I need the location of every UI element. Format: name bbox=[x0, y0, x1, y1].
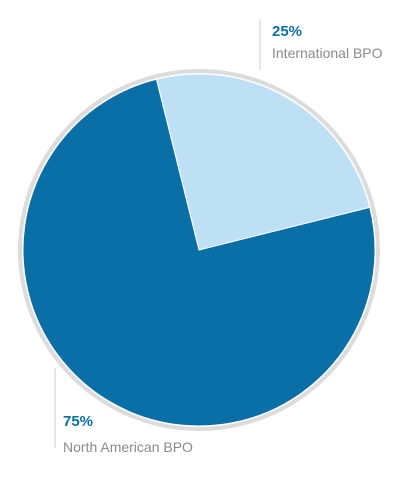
category-label-international: International BPO bbox=[272, 45, 383, 61]
category-label-north-american: North American BPO bbox=[63, 439, 193, 455]
pie-slice-international-bpo bbox=[155, 73, 371, 251]
pie-slices bbox=[22, 73, 376, 427]
value-label-north-american: 75% bbox=[63, 413, 93, 430]
value-label-international: 25% bbox=[272, 23, 302, 40]
pie-slice-north-american-bpo bbox=[22, 78, 376, 427]
pie-outer-ring bbox=[18, 69, 380, 431]
